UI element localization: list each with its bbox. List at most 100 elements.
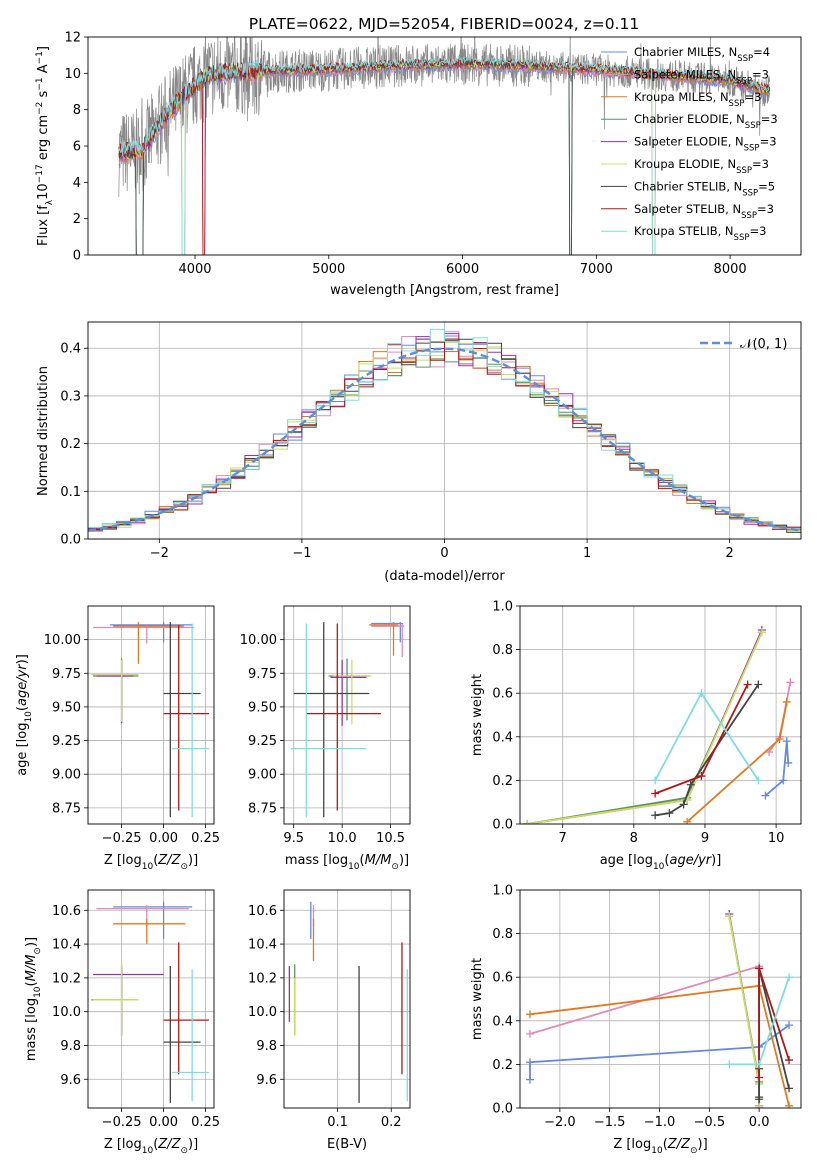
weight-point-marker: [697, 772, 706, 781]
y-tick-label: 9.00: [248, 768, 277, 783]
label-part: mass [log: [24, 998, 39, 1061]
plot-area: [288, 901, 408, 1103]
weight-point-marker: [525, 1058, 534, 1067]
weight-point-marker: [782, 737, 791, 746]
weight-point-marker: [683, 817, 692, 824]
x-axis-label: Z [log10(Z/Z⊙)]: [104, 1137, 198, 1156]
weight-point-marker: [782, 697, 791, 706]
mass-vs-z-panel: −0.25 0.00 0.25 9.6 9.8 10.0 10.2 10.4 10.6 Z [lo…: [24, 889, 220, 1156]
weight-series-line: [529, 965, 760, 1106]
y-tick-label: 0: [73, 249, 81, 264]
label-part: M/M: [365, 853, 392, 868]
label-part: ]: [36, 46, 51, 51]
legend-tail: =5: [758, 179, 775, 193]
x-tick-label: −0.5: [694, 1115, 726, 1130]
y-tick-label: 10: [64, 67, 81, 82]
y-tick-label: 10.6: [248, 904, 277, 919]
legend-label: Salpeter MILES, NSSP=3: [634, 67, 769, 86]
x-tick-label: 7000: [580, 262, 613, 277]
x-tick-label: 8: [630, 831, 638, 846]
weight-series-line: [764, 741, 790, 797]
y-tick-label: 4: [73, 176, 81, 191]
legend-tail: =3: [752, 67, 769, 81]
y-axis-label: mass weight: [470, 674, 485, 756]
y-tick-label: 9.6: [256, 1073, 277, 1088]
label-part: Flux [f: [36, 205, 51, 246]
legend-tail: =3: [749, 224, 766, 238]
y-tick-label: 9.25: [248, 734, 277, 749]
legend-text: Kroupa ELODIE, N: [634, 157, 736, 171]
y-tick-label: 0.6: [492, 687, 513, 702]
legend-label: Chabrier MILES, NSSP=4: [634, 45, 770, 64]
y-tick-label: 0.0: [492, 1102, 513, 1117]
weight-point-marker: [754, 680, 763, 689]
axes-frame: [519, 889, 802, 1109]
weight-point-marker: [755, 1093, 764, 1102]
legend-label: Kroupa ELODIE, NSSP=3: [634, 157, 769, 176]
x-tick-label: 0.25: [191, 831, 220, 846]
label-part: )]: [24, 937, 39, 947]
x-tick-label: 8000: [714, 262, 747, 277]
label-part: (: [664, 853, 669, 868]
x-axis-label: Z [log10(Z/Z⊙)]: [613, 1137, 707, 1156]
x-tick-label: 0.00: [149, 1115, 178, 1130]
x-tick-label: 9: [701, 831, 709, 846]
legend-label: Kroupa STELIB, NSSP=3: [634, 224, 766, 243]
weight-point-marker: [785, 1101, 794, 1108]
weight-series-line: [728, 916, 760, 1108]
y-tick-label: 10.4: [52, 938, 81, 953]
y-tick-label: 8.75: [248, 801, 277, 816]
label-part: (: [153, 1137, 158, 1152]
label-part: Z [log: [104, 853, 142, 868]
label-part: )]: [399, 853, 409, 868]
grid-lines: [88, 606, 214, 824]
y-tick-label: 9.75: [52, 667, 81, 682]
x-axis-label: mass [log10(M/M⊙)]: [285, 853, 409, 872]
legend-text: Salpeter ELODIE, N: [634, 135, 744, 149]
label-part: 10: [348, 862, 360, 872]
x-axis-label: wavelength [Angstrom, rest frame]: [330, 283, 559, 298]
x-tick-label: 7: [559, 831, 567, 846]
y-tick-label: 0.8: [492, 643, 513, 658]
model-spectrum-line: [118, 61, 771, 255]
weight-point-marker: [525, 1075, 534, 1084]
mass-vs-ebv-panel: 0.1 0.2 9.6 9.8 10.0 10.2 10.4 10.6 E(B-V): [248, 889, 411, 1152]
y-tick-label: 0.4: [492, 1014, 513, 1029]
y-tick-label: 10.6: [52, 904, 81, 919]
label-part: ⊙: [690, 1146, 698, 1156]
weight-point-marker: [779, 776, 788, 785]
legend-sub: SSP: [745, 121, 761, 131]
x-axis-label: Z [log10(Z/Z⊙)]: [104, 853, 198, 872]
weight-point-marker: [754, 776, 763, 785]
x-tick-label: 0: [440, 546, 448, 561]
y-tick-label: 10.0: [248, 1005, 277, 1020]
x-axis-label: (data-model)/error: [384, 569, 505, 584]
legend-sub: SSP: [737, 54, 753, 64]
x-tick-label: 0.2: [381, 1115, 402, 1130]
label-part: Z/Z: [157, 853, 181, 868]
label-part: ⊙: [391, 862, 399, 872]
age-vs-mass-panel: 9.5 10.0 10.5 8.75 9.00 9.25 9.50 9.75 10.00 mass…: [240, 605, 411, 872]
weight-point-marker: [523, 820, 532, 824]
label-part: s: [36, 90, 51, 101]
legend-sub: SSP: [744, 144, 760, 154]
y-tick-label: 6: [73, 140, 81, 155]
x-tick-label: −2.0: [544, 1115, 576, 1130]
y-tick-label: 8.75: [52, 801, 81, 816]
x-tick-label: 2: [726, 546, 734, 561]
x-tick-label: −0.25: [102, 831, 142, 846]
weight-point-marker: [757, 628, 766, 637]
weight-point-marker: [651, 776, 660, 785]
y-axis-label: mass weight: [470, 958, 485, 1040]
label-part: erg cm: [36, 115, 51, 164]
spectrum-legend: Chabrier MILES, NSSP=4 Salpeter MILES, NS…: [601, 45, 778, 243]
legend-tail: =3: [744, 90, 761, 104]
legend-label: Chabrier STELIB, NSSP=5: [634, 179, 775, 198]
weight-point-marker: [525, 1029, 534, 1038]
axes-frame: [87, 889, 215, 1109]
y-tick-label: 0.8: [492, 927, 513, 942]
plot-area: [523, 625, 795, 824]
y-tick-label: 10.00: [240, 633, 277, 648]
label-part: 10: [33, 986, 43, 998]
y-tick-label: 10.4: [248, 938, 277, 953]
